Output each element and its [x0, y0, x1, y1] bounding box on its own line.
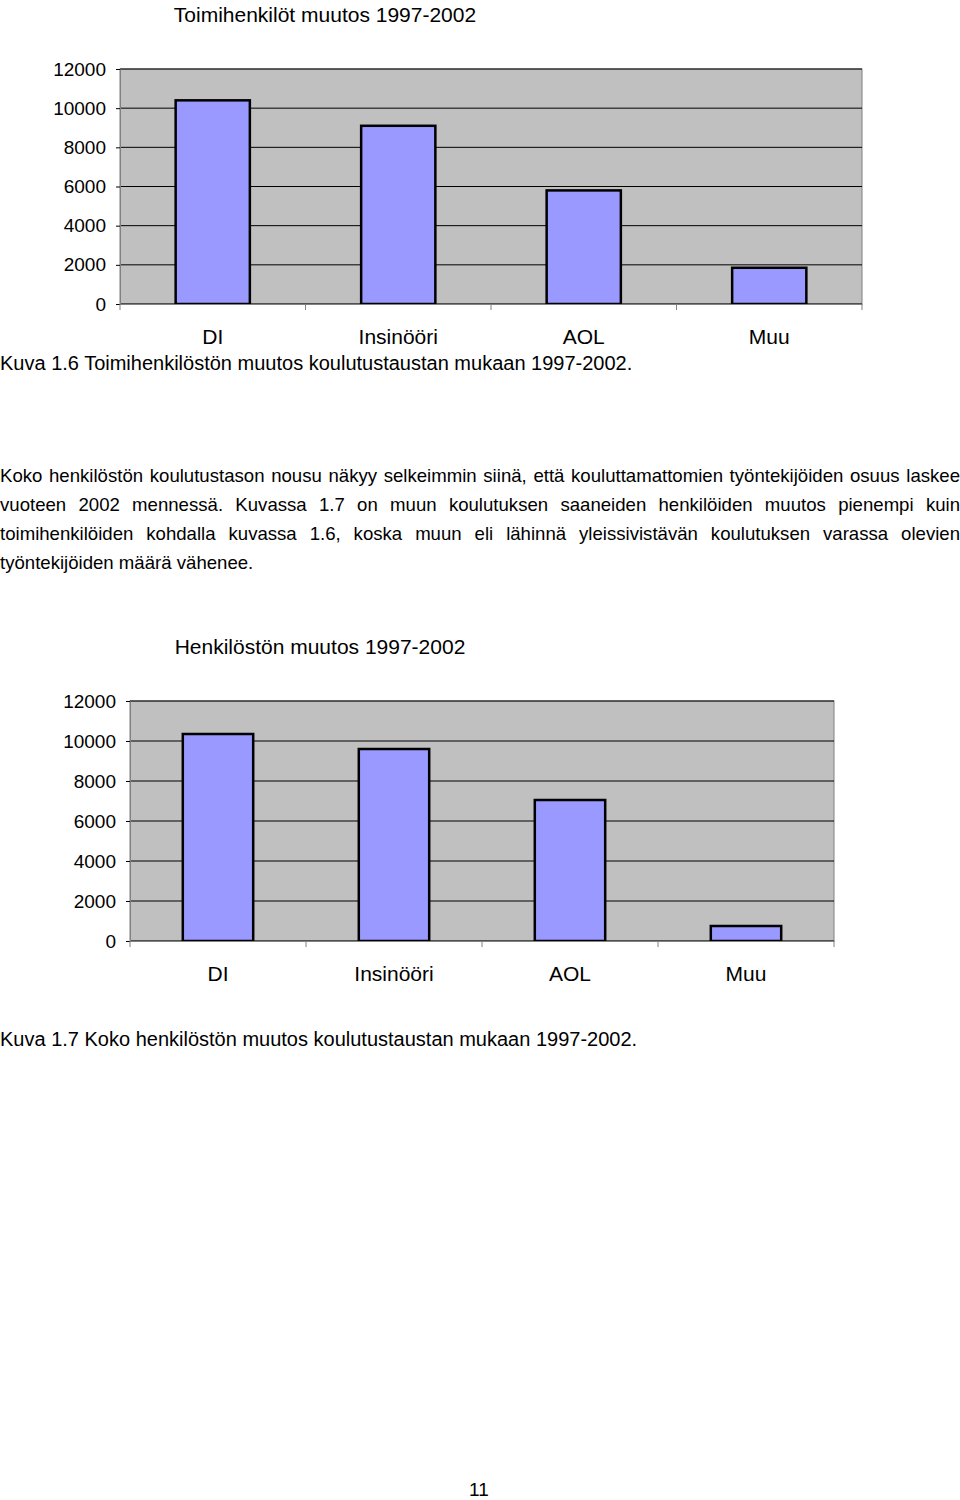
x-tick-label: Insinööri [359, 325, 438, 348]
x-tick: DI [208, 941, 229, 985]
y-tick-mark [126, 861, 130, 862]
bar [732, 268, 806, 304]
bar-chart: Henkilöstön muutos 1997-2002 0 2000 4000 600… [0, 620, 960, 1000]
x-tick-label: Muu [749, 325, 790, 348]
y-tick-label: 8000 [74, 771, 116, 792]
y-tick-mark [126, 781, 130, 782]
grid-line [130, 701, 834, 702]
chart-title: Henkilöstön muutos 1997-2002 [175, 635, 466, 658]
y-tick: 4000 [74, 851, 130, 872]
caption: Kuva 1.6 Toimihenkilöstön muutos koulutu… [0, 352, 632, 375]
y-tick-mark [116, 226, 120, 227]
category-separator [120, 304, 121, 310]
y-tick-mark [126, 741, 130, 742]
x-tick: AOL [563, 304, 605, 348]
y-tick: 6000 [74, 811, 130, 832]
y-tick-mark [116, 69, 120, 70]
y-tick-mark [116, 304, 120, 305]
y-tick: 2000 [74, 891, 130, 912]
grid [130, 701, 834, 941]
y-tick-label: 0 [95, 294, 106, 315]
grid-line [120, 69, 862, 70]
y-tick: 4000 [64, 215, 120, 236]
bar [183, 734, 253, 941]
y-tick-label: 6000 [64, 176, 106, 197]
y-tick-label: 4000 [64, 215, 106, 236]
bars [183, 734, 781, 941]
y-tick-mark [126, 941, 130, 942]
category-separator [676, 304, 677, 310]
y-tick: 2000 [64, 254, 120, 275]
y-axis: 0 2000 4000 6000 8000 10000 12000 [53, 59, 120, 315]
y-tick-mark [116, 108, 120, 109]
bar [547, 190, 621, 304]
y-tick: 8000 [64, 137, 120, 158]
y-tick: 12000 [53, 59, 120, 80]
bar [359, 749, 429, 941]
y-axis: 0 2000 4000 6000 8000 10000 12000 [63, 691, 130, 952]
category-separator [834, 941, 835, 947]
y-tick: 8000 [74, 771, 130, 792]
y-tick-label: 10000 [53, 98, 106, 119]
y-tick-label: 4000 [74, 851, 116, 872]
category-separator [862, 304, 863, 310]
y-tick-label: 2000 [64, 254, 106, 275]
chart-title: Toimihenkilöt muutos 1997-2002 [174, 3, 476, 26]
x-tick: Muu [726, 941, 767, 985]
bar [361, 126, 435, 304]
y-tick: 0 [105, 931, 130, 952]
bar [711, 926, 781, 941]
x-tick: Insinööri [359, 304, 438, 348]
y-tick: 10000 [53, 98, 120, 119]
x-axis: DI Insinööri AOL Muu [121, 304, 863, 348]
paragraph: Koko henkilöstön koulutustason nousu näk… [0, 461, 960, 577]
bar [176, 100, 250, 304]
y-tick: 10000 [63, 731, 130, 752]
y-tick-label: 2000 [74, 891, 116, 912]
bar-chart: Toimihenkilöt muutos 1997-2002 0 2000 4000 6… [0, 0, 960, 380]
y-tick-label: 0 [105, 931, 116, 952]
y-tick: 0 [95, 294, 120, 315]
category-separator [658, 941, 659, 947]
x-tick: Muu [749, 304, 790, 348]
y-tick-mark [126, 901, 130, 902]
bars [176, 100, 807, 304]
x-tick-label: Insinööri [354, 962, 433, 985]
caption: Kuva 1.7 Koko henkilöstön muutos koulutu… [0, 1028, 637, 1051]
y-tick-label: 10000 [63, 731, 116, 752]
x-tick-label: DI [202, 325, 223, 348]
category-separator [482, 941, 483, 947]
y-tick-mark [126, 821, 130, 822]
y-tick-label: 12000 [53, 59, 106, 80]
bar [535, 800, 605, 941]
x-tick: AOL [549, 941, 591, 985]
y-tick-label: 12000 [63, 691, 116, 712]
page-number: 11 [469, 1479, 489, 1500]
plot-area [130, 701, 834, 941]
x-tick-label: DI [208, 962, 229, 985]
y-tick-mark [116, 265, 120, 266]
y-axis-line [120, 70, 121, 305]
y-tick-mark [116, 187, 120, 188]
plot-area [120, 69, 862, 304]
category-separator [491, 304, 492, 310]
x-tick-label: AOL [549, 962, 591, 985]
y-tick-label: 6000 [74, 811, 116, 832]
x-axis: DI Insinööri AOL Muu [131, 941, 835, 985]
y-axis-line [130, 702, 131, 942]
y-tick: 12000 [63, 691, 130, 712]
x-tick-label: AOL [563, 325, 605, 348]
y-tick-mark [126, 701, 130, 702]
x-tick: DI [202, 304, 223, 348]
x-tick-label: Muu [726, 962, 767, 985]
category-separator [130, 941, 131, 947]
category-separator [305, 304, 306, 310]
category-separator [306, 941, 307, 947]
y-tick: 6000 [64, 176, 120, 197]
x-tick: Insinööri [354, 941, 433, 985]
y-tick-mark [116, 147, 120, 148]
grid [120, 69, 862, 304]
y-tick-label: 8000 [64, 137, 106, 158]
